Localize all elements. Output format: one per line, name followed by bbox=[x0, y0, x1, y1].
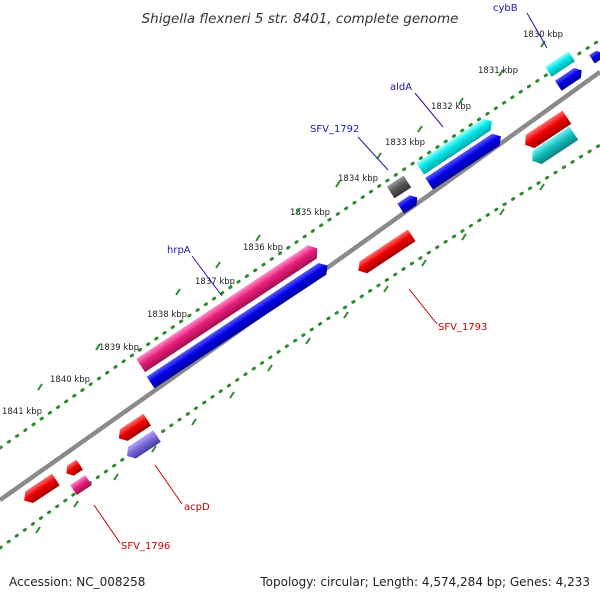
tick-1834: 1834 kbp bbox=[338, 152, 382, 184]
feature-SFV_1796-red[interactable] bbox=[63, 459, 83, 479]
tick-1832: 1832 kbp bbox=[431, 97, 471, 112]
tick-label-1833: 1833 kbp bbox=[385, 138, 425, 148]
feature-SFV_1796[interactable] bbox=[70, 475, 92, 495]
gene-label-SFV_1792[interactable]: SFV_1792 bbox=[310, 124, 359, 135]
label-leaders bbox=[93, 12, 548, 544]
leader-SFV_1796 bbox=[93, 504, 121, 544]
feature-aldA[interactable] bbox=[416, 115, 495, 175]
inner-tick-ring bbox=[0, 143, 600, 550]
tick-1839: 1839 kbp bbox=[99, 288, 181, 353]
tick-1837: 1837 kbp bbox=[195, 234, 261, 287]
gene-label-aldA[interactable]: aldA bbox=[390, 82, 412, 93]
gene-label-acpD[interactable]: acpD bbox=[184, 502, 210, 513]
feature-cybB-cds[interactable] bbox=[555, 65, 585, 91]
feature-hrpA[interactable] bbox=[136, 242, 322, 373]
leader-cybB bbox=[526, 12, 548, 49]
genome-summary-text: Topology: circular; Length: 4,574,284 bp… bbox=[259, 575, 590, 589]
tick-label-1834: 1834 kbp bbox=[338, 174, 378, 184]
tick-1835: 1835 kbp bbox=[290, 180, 341, 218]
map-title: Shigella flexneri 5 str. 8401, complete … bbox=[142, 11, 459, 27]
tick-marks: 1830 kbp 1831 kbp 1832 kbp 1833 kbp 1834… bbox=[2, 30, 563, 417]
leader-SFV_1793 bbox=[408, 288, 438, 325]
tick-label-1839: 1839 kbp bbox=[99, 343, 139, 353]
tick-1830: 1830 kbp bbox=[523, 30, 563, 48]
tick-label-1830: 1830 kbp bbox=[523, 30, 563, 40]
tick-label-1838: 1838 kbp bbox=[147, 310, 187, 320]
tick-1831: 1831 kbp bbox=[478, 66, 518, 77]
tick-1836: 1836 kbp bbox=[243, 207, 301, 253]
feature-red-left[interactable] bbox=[20, 473, 60, 507]
tick-label-1837: 1837 kbp bbox=[195, 277, 235, 287]
tick-label-1840: 1840 kbp bbox=[50, 375, 90, 385]
feature-SFV_1793[interactable] bbox=[354, 229, 416, 277]
feature-cybB[interactable] bbox=[545, 51, 575, 77]
tick-1833: 1833 kbp bbox=[385, 125, 425, 148]
tick-label-1832: 1832 kbp bbox=[431, 102, 471, 112]
feature-red-right[interactable] bbox=[521, 110, 572, 152]
feature-acpD-red[interactable] bbox=[115, 413, 152, 444]
feature-acpD[interactable] bbox=[123, 430, 161, 462]
leader-SFV_1792 bbox=[357, 136, 389, 171]
gene-label-SFV_1793[interactable]: SFV_1793 bbox=[438, 322, 487, 333]
leader-acpD bbox=[154, 464, 183, 505]
feature-SFV_1792-cds[interactable] bbox=[397, 192, 420, 214]
gene-label-SFV_1796[interactable]: SFV_1796 bbox=[121, 541, 170, 552]
feature-aldA-cds[interactable] bbox=[425, 130, 504, 190]
tick-label-1831: 1831 kbp bbox=[478, 66, 518, 76]
tick-1841: 1841 kbp bbox=[2, 383, 43, 417]
inner-tick-marks bbox=[35, 183, 545, 534]
feature-hrpA-cds[interactable] bbox=[146, 260, 332, 389]
accession-text: Accession: NC_008258 bbox=[9, 575, 145, 589]
tick-label-1835: 1835 kbp bbox=[290, 208, 330, 218]
gene-label-cybB[interactable]: cybB bbox=[493, 3, 518, 14]
feature-edge-blue[interactable] bbox=[589, 49, 600, 64]
tick-1838: 1838 kbp bbox=[147, 261, 221, 320]
feature-SFV_1792[interactable] bbox=[386, 175, 412, 199]
gene-label-hrpA[interactable]: hrpA bbox=[167, 245, 191, 256]
tick-label-1841: 1841 kbp bbox=[2, 407, 42, 417]
outer-tick-ring bbox=[0, 38, 600, 450]
feature-teal-right[interactable] bbox=[528, 126, 579, 168]
leader-aldA bbox=[414, 92, 444, 128]
tick-1840: 1840 kbp bbox=[50, 343, 101, 385]
leader-hrpA bbox=[191, 255, 223, 297]
tick-label-1836: 1836 kbp bbox=[243, 243, 283, 253]
